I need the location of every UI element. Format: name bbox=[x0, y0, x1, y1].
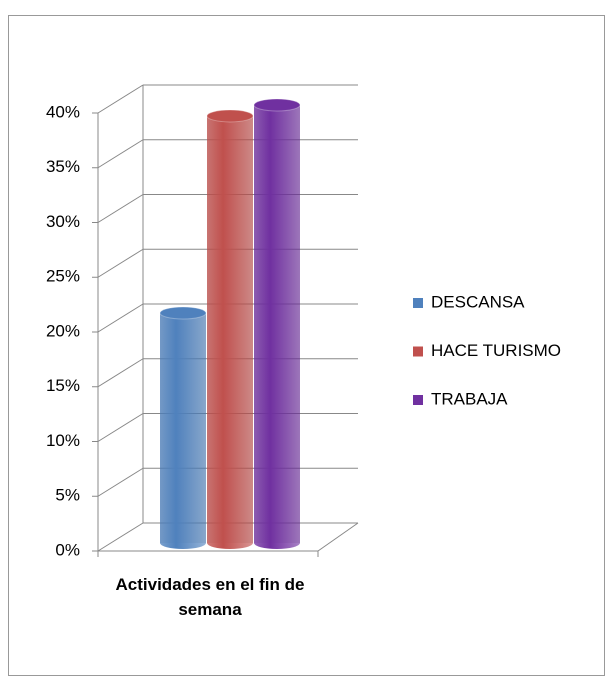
bar-top bbox=[159, 306, 207, 320]
legend-label: HACE TURISMO bbox=[431, 341, 561, 360]
y-tick-label: 35% bbox=[46, 157, 80, 176]
chart-border bbox=[8, 15, 605, 676]
y-tick-label: 20% bbox=[46, 321, 80, 340]
legend-swatch bbox=[413, 298, 423, 308]
y-tick-label: 10% bbox=[46, 431, 80, 450]
bar bbox=[160, 313, 206, 549]
grid-line bbox=[97, 413, 144, 442]
grid-line bbox=[97, 303, 144, 333]
grid-line bbox=[97, 358, 144, 388]
grid-line bbox=[97, 248, 144, 278]
bar-top bbox=[253, 98, 301, 112]
y-tick-label: 15% bbox=[46, 376, 80, 395]
y-tick-label: 30% bbox=[46, 212, 80, 231]
grid-line bbox=[97, 139, 144, 169]
y-tick-label: 0% bbox=[55, 540, 80, 559]
x-category-label: Actividades en el fin de semana bbox=[115, 575, 305, 619]
grid-line bbox=[97, 522, 144, 552]
legend-label: DESCANSA bbox=[431, 292, 525, 311]
grid-line bbox=[97, 194, 144, 223]
bar-top bbox=[206, 109, 254, 123]
y-tick-label: 40% bbox=[46, 102, 80, 121]
y-tick-label: 5% bbox=[55, 486, 80, 505]
legend-swatch bbox=[413, 346, 423, 357]
bar bbox=[207, 115, 253, 549]
floor-right bbox=[317, 522, 359, 552]
legend-label: TRABAJA bbox=[431, 389, 508, 408]
grid-line bbox=[97, 467, 144, 497]
y-tick-label: 25% bbox=[46, 267, 80, 286]
legend-swatch bbox=[413, 395, 423, 405]
grid-line bbox=[97, 84, 144, 114]
bar bbox=[254, 105, 300, 549]
